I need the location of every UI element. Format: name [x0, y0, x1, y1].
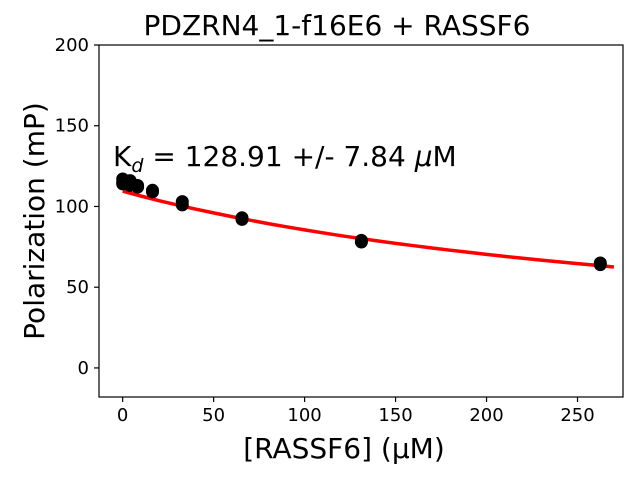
y-axis-title: Polarization (mP) [18, 102, 51, 340]
y-axis: 0 50 100 150 200 [55, 35, 99, 379]
data-point [175, 198, 189, 212]
y-tick-label: 200 [55, 35, 89, 56]
kd-unit: M [433, 140, 457, 173]
y-tick-label: 100 [55, 196, 89, 217]
data-point [146, 185, 159, 199]
data-point [593, 258, 607, 272]
plot-area [116, 172, 615, 272]
y-tick-label: 150 [55, 116, 89, 137]
x-tick-label: 100 [287, 405, 321, 426]
y-tick-label: 50 [66, 277, 89, 298]
plot-frame [98, 44, 624, 398]
kd-mu: μ [414, 140, 433, 173]
data-point [354, 235, 368, 249]
x-tick-label: 150 [378, 405, 412, 426]
x-tick-label: 0 [117, 405, 128, 426]
data-point [235, 212, 249, 226]
x-tick-label: 50 [202, 405, 225, 426]
x-tick-label: 250 [560, 405, 594, 426]
kd-k: K [113, 140, 132, 173]
x-tick-label: 200 [469, 405, 503, 426]
kd-annotation: Kd = 128.91 +/- 7.84 μM [113, 140, 457, 177]
x-axis-title: [RASSF6] (µM) [243, 432, 445, 465]
fit-curve [122, 189, 615, 269]
data-point [131, 180, 145, 194]
kd-subscript: d [131, 155, 144, 177]
chart-title: PDZRN4_1-f16E6 + RASSF6 [144, 9, 531, 42]
kd-value: = 128.91 +/- 7.84 [143, 140, 414, 173]
x-axis: 0 50 100 150 200 250 [117, 397, 595, 426]
y-tick-label: 0 [78, 358, 89, 379]
